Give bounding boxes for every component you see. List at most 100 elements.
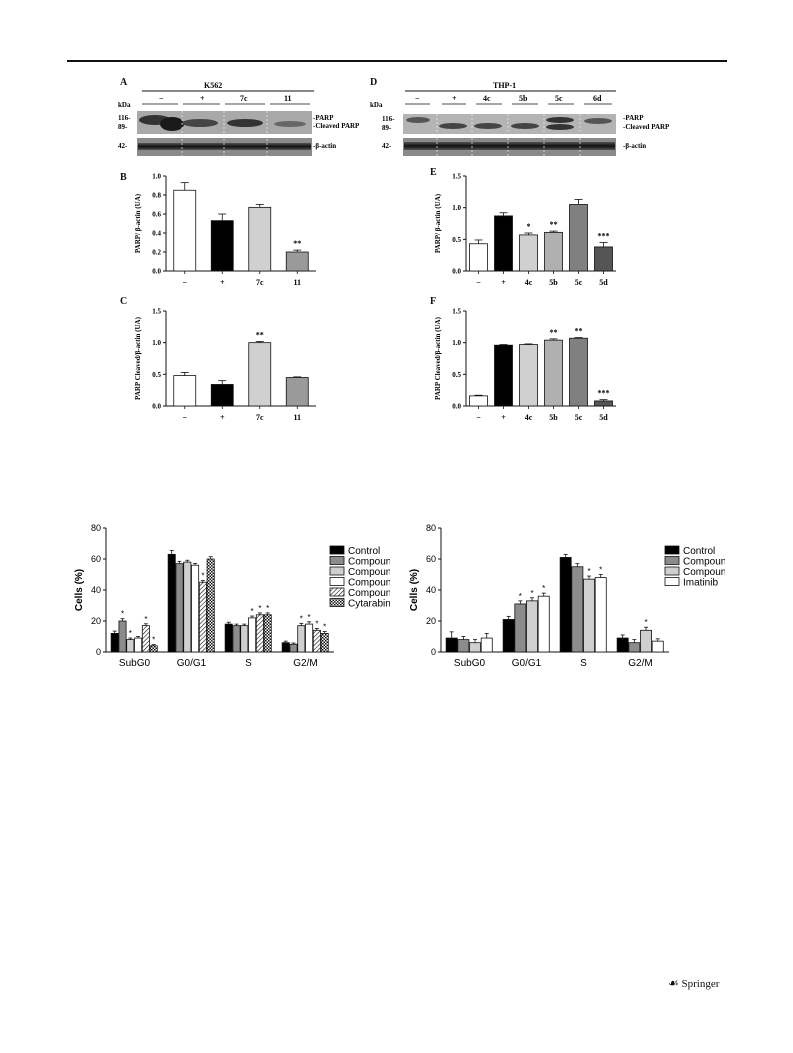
y-tick-label: 60 [91,554,101,564]
bar-4 [544,339,563,407]
panel-label-c: C [120,296,128,307]
y-tick-label: 80 [426,523,436,533]
x-tick-label: G2/M [293,658,317,669]
bar-1 [173,189,197,272]
panel-label-b: B [120,172,127,183]
blot-d-lane-1: − [415,94,420,103]
chart-e-parp-thp1: 0.0 0.5 1.0 1.5 PARP/ β-actin (UA) − +4c * 5b ** 5… [434,173,616,287]
bar-g0-g1-4 [537,595,550,653]
publisher-name: Springer [681,978,720,990]
bar-s-6 [263,614,272,653]
y-tick-label: 0 [431,647,436,657]
blot-a-band [227,119,263,127]
legend-swatch [664,556,680,565]
bar-4 [285,377,309,407]
significance-mark: *** [598,389,610,398]
significance-mark: * [201,571,204,580]
y-tick-label: 80 [91,523,101,533]
bar-g0-g1-4 [191,564,200,653]
bar-s-1 [559,557,572,653]
y-tick-label: 40 [426,585,436,595]
x-tick-label: G0/G1 [177,658,207,669]
bar-g2-m-1 [281,642,290,653]
legend-label: Compound 5c [348,578,390,589]
chart-f-cleaved-parp-thp1: 0.0 0.5 1.0 1.5 PARP Cleaved/β-actin (UA) − +4… [434,308,616,422]
x-tick-label: + [501,413,506,422]
bar-3 [248,342,272,407]
blot-d-kda: kDa [370,101,383,109]
blot-d-lane-6: 6d [593,94,602,103]
x-tick-label: 4c [525,413,533,422]
y-tick-label: 1.0 [452,204,461,212]
bar-g2-m-1 [616,637,629,653]
bar-s-4 [248,617,257,653]
bar-g2-m-3 [640,629,652,653]
blot-a-cell-line: K562 [204,81,222,90]
blot-a-cleaved-label: -Cleaved PARP [313,122,360,130]
y-tick-label: 0.5 [452,371,461,379]
significance-mark: * [258,604,261,613]
y-tick-label: 0.4 [152,230,161,238]
blot-d-band [546,124,574,130]
legend-swatch [664,577,680,586]
bar-s-3 [583,578,595,653]
blot-d-band [511,123,539,129]
x-tick-label: 5c [575,278,583,287]
bar-2 [210,220,234,272]
significance-mark: * [587,567,590,576]
significance-mark: * [121,610,124,619]
y-tick-label: 1.5 [452,308,461,316]
bar-g2-m-3 [297,625,306,653]
blot-d-cell-line: THP-1 [493,81,516,90]
y-tick-label: 0.6 [152,211,161,219]
bar-subg0-3 [126,639,135,653]
significance-mark: * [519,592,522,601]
significance-mark: * [315,619,318,628]
y-tick-label: 0 [96,647,101,657]
blot-d-marker-89: 89- [382,124,392,132]
x-tick-label: SubG0 [119,658,151,669]
y-tick-label: 1.0 [152,173,161,181]
blot-a-lane-2: + [200,94,205,103]
panel-label-d: D [370,77,378,88]
y-tick-label: 20 [91,616,101,626]
legend-label: Compound 4c [348,557,390,568]
bar-5 [569,204,588,272]
significance-mark: * [144,615,147,624]
bar-s-2 [571,566,584,653]
blot-d-parp-label: -PARP [623,114,644,122]
blot-a-band [274,121,306,127]
chart-cell-cycle-right: 0 20 40 60 80 Cells (%) SubG0 * * * G0/G1 * * S * G2/M C… [409,523,725,669]
y-tick-label: 0.5 [452,236,461,244]
bar-subg0-5 [141,625,150,653]
bar-subg0-3 [469,642,481,653]
blot-d-band [584,118,612,124]
x-tick-label: G2/M [628,658,652,669]
bar-s-4 [594,577,607,653]
blot-d-actin-label: -β-actin [623,142,646,150]
significance-mark: * [300,614,303,623]
blot-d-cleaved-label: -Cleaved PARP [623,123,670,131]
chart-cell-cycle-left: 0 20 40 60 80 Cells (%) * * * * SubG0 * G0/G1 * * * S * * *… [74,523,390,669]
bar-4 [544,231,563,272]
x-tick-label: 11 [293,413,301,422]
blot-d-band [439,123,467,129]
blot-d-actin-band [404,142,615,150]
significance-mark: ** [575,327,583,336]
panel-label-a: A [120,77,128,88]
y-axis-label: PARP/ β-actin (UA) [434,193,442,253]
y-axis-label: PARP/ β-actin (UA) [134,193,142,253]
legend-swatch [329,556,345,565]
y-tick-label: 0.5 [152,371,161,379]
significance-mark: * [308,613,311,622]
significance-mark: * [129,629,132,638]
x-tick-label: − [182,278,187,287]
blot-d-marker-42: 42- [382,142,392,150]
x-tick-label: − [182,413,187,422]
bar-g0-g1-2 [175,563,184,653]
legend-swatch [329,587,345,597]
bar-subg0-6 [149,645,158,653]
blot-d-lane-3: 4c [483,94,491,103]
y-tick-label: 0.0 [452,403,461,411]
